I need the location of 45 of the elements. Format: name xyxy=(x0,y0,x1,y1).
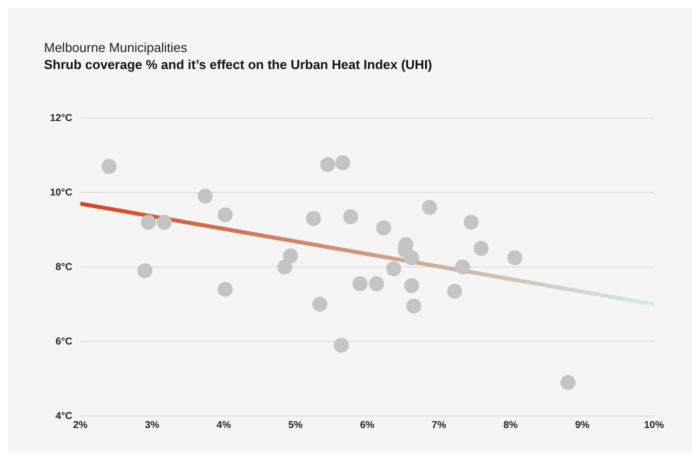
point xyxy=(198,188,213,204)
x-tick-label: 6% xyxy=(360,420,375,431)
point xyxy=(156,214,172,230)
chart-subtitle: Shrub coverage % and it’s effect on the Urban Heat Index (UHI) xyxy=(44,57,432,72)
x-tick-label: 2% xyxy=(73,420,88,431)
point xyxy=(447,284,462,299)
point xyxy=(422,200,438,215)
point xyxy=(560,374,576,390)
point xyxy=(464,214,479,230)
point xyxy=(277,260,292,274)
point xyxy=(404,250,420,266)
x-tick-label: 4% xyxy=(216,420,232,431)
point xyxy=(455,260,470,274)
point xyxy=(102,158,117,174)
point xyxy=(343,209,358,224)
point xyxy=(320,157,336,172)
point xyxy=(312,296,328,312)
y-tick-label: 10°C xyxy=(50,187,72,198)
point xyxy=(140,214,156,230)
x-tick-label: 10% xyxy=(644,420,664,431)
x-tick-label: 3% xyxy=(144,420,160,431)
x-tick-label: 5% xyxy=(288,420,303,431)
x-tick-label: 8% xyxy=(503,420,518,431)
point xyxy=(282,248,298,264)
y-tick-label: 4°C xyxy=(56,410,72,422)
point xyxy=(507,250,522,266)
point xyxy=(137,263,152,278)
chart-title: Melbourne Municipalities xyxy=(44,40,188,55)
point xyxy=(474,240,489,256)
x-tick-label: 7% xyxy=(432,420,446,431)
point xyxy=(334,338,349,353)
y-tick-label: 6°C xyxy=(56,336,72,348)
point xyxy=(218,207,233,222)
y-tick-label: 12°C xyxy=(50,112,72,124)
point xyxy=(406,298,422,314)
point xyxy=(218,282,233,297)
y-tick-label: 8°C xyxy=(56,262,72,273)
point xyxy=(306,211,321,226)
x-tick-label: 9% xyxy=(575,420,590,431)
point xyxy=(404,278,420,294)
point xyxy=(386,261,402,276)
point xyxy=(376,220,392,236)
point xyxy=(368,276,384,292)
point xyxy=(335,155,350,170)
point xyxy=(352,276,368,292)
